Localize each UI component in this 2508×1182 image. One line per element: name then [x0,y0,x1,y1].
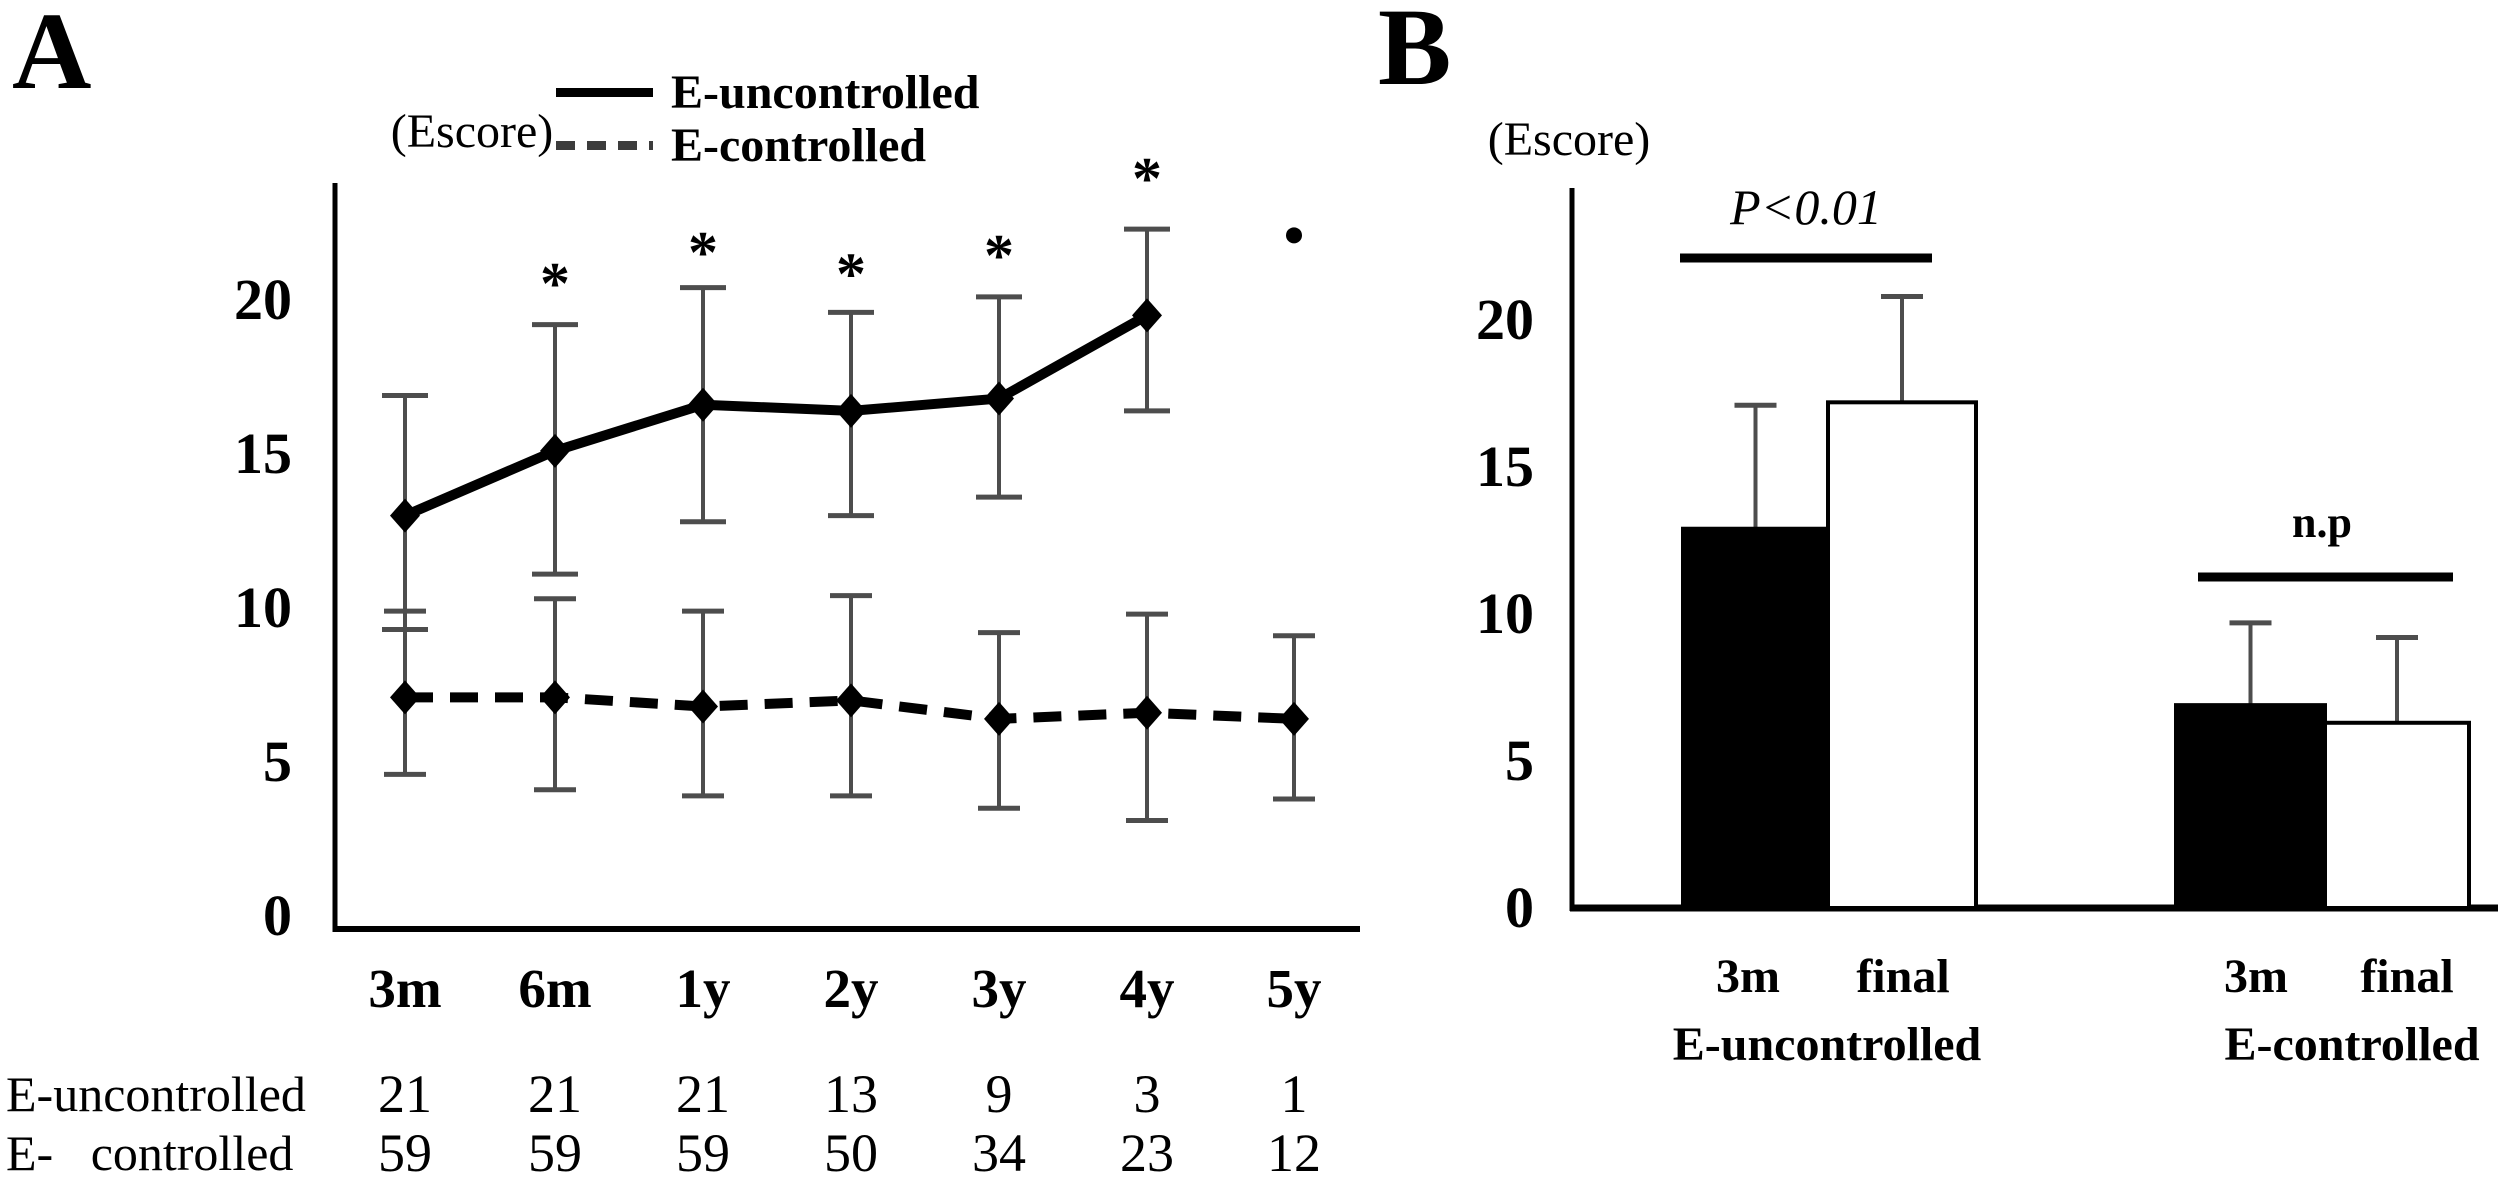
bar-E-uncontrolled-final [1826,400,1978,910]
panel-a-xlabel-6m: 6m [518,958,591,1019]
bar-label-controlled-3m: 3m [2224,950,2288,1003]
data-point-E-uncontrolled-1y [688,387,718,422]
data-point-E-uncontrolled-4y [1132,298,1162,333]
series-line-E-uncontrolled [403,311,1150,521]
table-cell-E-uncontrolled-4y: 3 [1133,1064,1161,1124]
panel-a-xlabel-3y: 3y [972,958,1027,1019]
solid-line-sample-icon [556,88,653,97]
panel-b-ytick-5: 5 [1505,728,1534,793]
table-cell-E-uncontrolled-1y: 21 [676,1064,730,1124]
panel-a-ytick-20: 20 [234,267,292,332]
panel-a-ytick-10: 10 [234,575,292,640]
bar-label-uncontrolled-3m: 3m [1716,950,1780,1003]
table-cell-E-uncontrolled-3m: 21 [378,1064,432,1124]
significance-label-p001: P<0.01 [1730,179,1882,235]
table-cell-E-uncontrolled-3y: 9 [985,1064,1013,1124]
legend-label-controlled: E-controlled [671,119,927,172]
panel-a-xlabel-5y: 5y [1267,958,1322,1019]
data-point-E-controlled-1y [688,689,718,724]
bar-label-uncontrolled-final: final [1856,950,1950,1003]
table-cell-E-uncontrolled-5y: 1 [1280,1064,1308,1124]
bar-E-controlled-final [2323,720,2471,911]
significance-asterisk-1y: * [688,220,718,286]
panel-b-ytick-15: 15 [1476,434,1534,499]
panel-a-xlabel-2y: 2y [824,958,879,1019]
data-point-E-controlled-4y [1132,695,1162,730]
table-cell-E- controlled-2y: 50 [824,1123,878,1182]
legend: E-uncontrolled E-controlled [556,66,979,172]
significance-asterisk-4y: * [1132,146,1162,212]
bar-E-uncontrolled-3m [1681,526,1830,910]
panel-a-xlabel-3m: 3m [368,958,441,1019]
panel-a-ytick-0: 0 [263,883,292,948]
significance-asterisk-3y: * [984,223,1014,289]
table-cell-E-uncontrolled-2y: 13 [824,1064,878,1124]
panel-a-ytick-5: 5 [263,729,292,794]
table-row-label-controlled: E- controlled [6,1125,294,1181]
bar-label-controlled-final: final [2360,950,2454,1003]
panel-a-label: A [12,0,92,112]
data-point-E-controlled-3y [984,701,1014,736]
data-point-E-controlled-3m [390,680,420,715]
legend-item-uncontrolled: E-uncontrolled [556,66,979,119]
panel-b-ytick-20: 20 [1476,287,1534,352]
dashed-line-sample-icon [556,141,653,150]
panel-a-ytick-15: 15 [234,421,292,486]
table-cell-E- controlled-6m: 59 [528,1123,582,1182]
data-point-E-controlled-6m [540,680,570,715]
data-point-E-uncontrolled-3y [984,381,1014,416]
bar-E-controlled-3m [2174,703,2327,911]
table-row-label-uncontrolled: E-uncontrolled [6,1066,306,1122]
panel-b-ytick-0: 0 [1505,875,1534,940]
data-point-E-controlled-2y [836,683,866,718]
data-point-E-controlled-5y [1279,701,1309,736]
table-cell-E- controlled-4y: 23 [1120,1123,1174,1182]
significance-dot-5y [1286,227,1302,244]
panel-b-ytick-10: 10 [1476,581,1534,646]
table-cell-E- controlled-5y: 12 [1267,1123,1321,1182]
data-point-E-uncontrolled-3m [390,498,420,533]
panel-a-xlabel-1y: 1y [676,958,731,1019]
table-cell-E- controlled-1y: 59 [676,1123,730,1182]
panel-b-ylabel: (Escore) [1487,113,1651,166]
table-cell-E- controlled-3m: 59 [378,1123,432,1182]
significance-asterisk-2y: * [836,241,866,307]
data-point-E-uncontrolled-2y [836,393,866,428]
data-point-E-uncontrolled-6m [540,433,570,468]
panel-a-ylabel: (Escore) [390,105,554,158]
group-label-uncontrolled: E-uncontrolled [1672,1018,1982,1071]
panel-b-label: B [1378,0,1452,108]
significance-label-np: n.p [2292,498,2352,547]
group-label-controlled: E-controlled [2224,1018,2480,1071]
legend-item-controlled: E-controlled [556,119,979,172]
table-cell-E- controlled-3y: 34 [972,1123,1026,1182]
legend-label-uncontrolled: E-uncontrolled [671,66,980,119]
panel-a-xlabel-4y: 4y [1120,958,1175,1019]
significance-asterisk-6m: * [540,250,570,316]
table-cell-E-uncontrolled-6m: 21 [528,1064,582,1124]
